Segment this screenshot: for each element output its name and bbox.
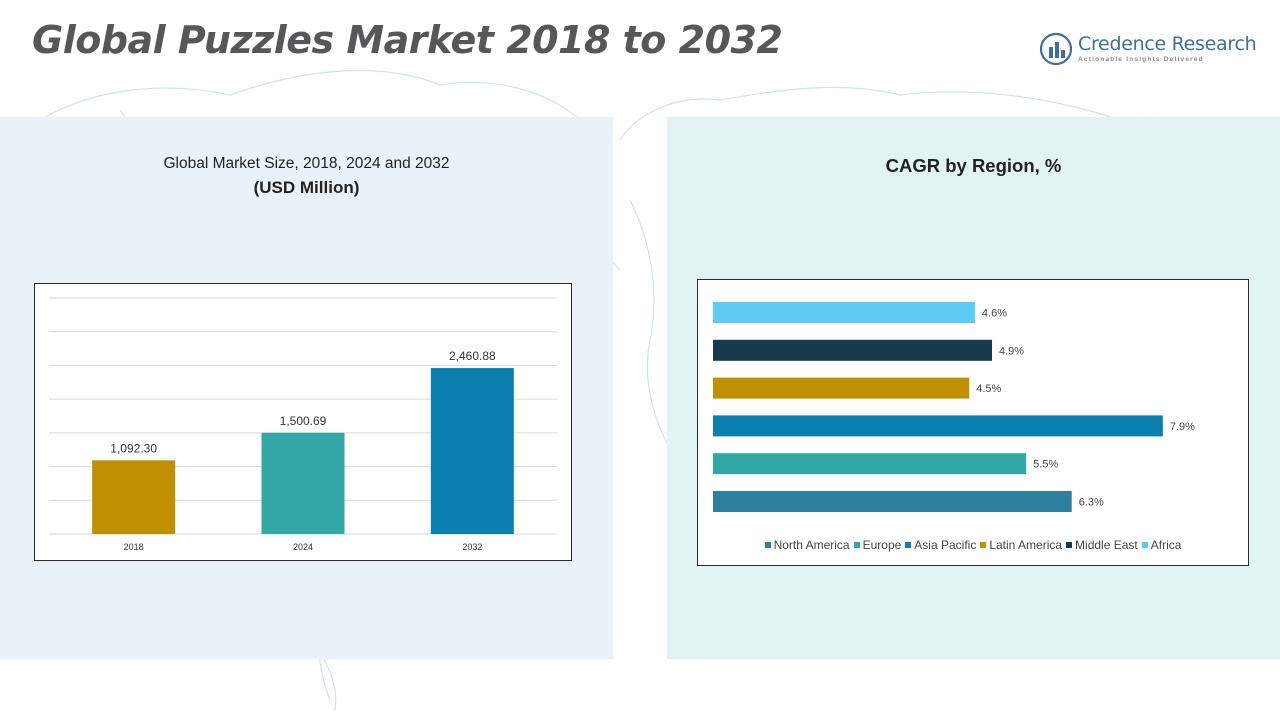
bar-2018 <box>92 460 176 534</box>
bar-chart-logo-icon <box>1040 32 1072 66</box>
bar-value-label: 4.6% <box>982 308 1007 320</box>
brand-logo: Credence Research Actionable Insights De… <box>1040 30 1257 70</box>
legend-swatch <box>853 541 860 548</box>
bar-middle-east <box>713 339 993 361</box>
bar-value-label: 1,092.30 <box>110 441 157 455</box>
legend-item: Latin America <box>980 538 1062 552</box>
bar-value-label: 6.3% <box>1079 497 1104 509</box>
market-size-chart-subtitle: (USD Million) <box>253 178 360 197</box>
bar-asia-pacific <box>713 415 1163 437</box>
bar-value-label: 2,460.88 <box>449 349 496 363</box>
legend-label: Europe <box>862 538 902 552</box>
legend-item: Africa <box>1141 538 1182 552</box>
market-size-chart: 1,092.30 2018 1,500.69 2024 2,460.88 2032 <box>34 283 572 561</box>
legend-swatch <box>980 541 987 548</box>
cagr-bar-chart: 4.6% 4.9% 4.5% 7.9% 5.5% 6.3% <box>713 302 1195 512</box>
market-size-bar-chart: 1,092.30 2018 1,500.69 2024 2,460.88 2032 <box>49 297 557 552</box>
legend-swatch <box>1066 541 1073 548</box>
cagr-chart: 4.6% 4.9% 4.5% 7.9% 5.5% 6.3% North America Eu… <box>697 279 1249 566</box>
legend-swatch <box>1141 541 1148 548</box>
legend-label: Africa <box>1150 538 1182 552</box>
x-tick-label: 2032 <box>462 542 482 552</box>
legend-label: Asia Pacific <box>914 538 977 552</box>
legend-item: Asia Pacific <box>905 538 976 552</box>
legend-label: North America <box>773 538 850 552</box>
bar-latin-america <box>713 377 970 399</box>
cagr-legend: North America Europe Asia Pacific Latin Ame… <box>698 538 1248 552</box>
bar-value-label: 1,500.69 <box>280 414 327 428</box>
legend-label: Latin America <box>989 538 1063 552</box>
bar-value-label: 5.5% <box>1033 459 1058 471</box>
legend-item: North America <box>764 538 850 552</box>
legend-label: Middle East <box>1075 538 1138 552</box>
logo-name: Credence Research <box>1078 33 1257 55</box>
bar-value-label: 7.9% <box>1170 421 1195 433</box>
legend-item: Europe <box>853 538 902 552</box>
bar-north-america <box>713 491 1072 512</box>
bar-value-label: 4.5% <box>976 383 1001 395</box>
x-tick-label: 2018 <box>124 542 144 552</box>
bar-2024 <box>261 432 345 534</box>
x-tick-label: 2024 <box>293 542 313 552</box>
bar-africa <box>713 302 975 323</box>
bar-europe <box>713 453 1027 475</box>
logo-tagline: Actionable Insights Delivered <box>1078 56 1204 63</box>
legend-swatch <box>764 541 771 548</box>
legend-item: Middle East <box>1066 538 1138 552</box>
page-title: Global Puzzles Market 2018 to 2032 <box>32 18 783 62</box>
cagr-chart-title: CAGR by Region, % <box>885 155 1062 176</box>
bar-2032 <box>430 368 514 534</box>
legend-swatch <box>905 541 912 548</box>
bar-value-label: 4.9% <box>999 345 1024 357</box>
market-size-chart-title: Global Market Size, 2018, 2024 and 2032 <box>163 155 450 172</box>
